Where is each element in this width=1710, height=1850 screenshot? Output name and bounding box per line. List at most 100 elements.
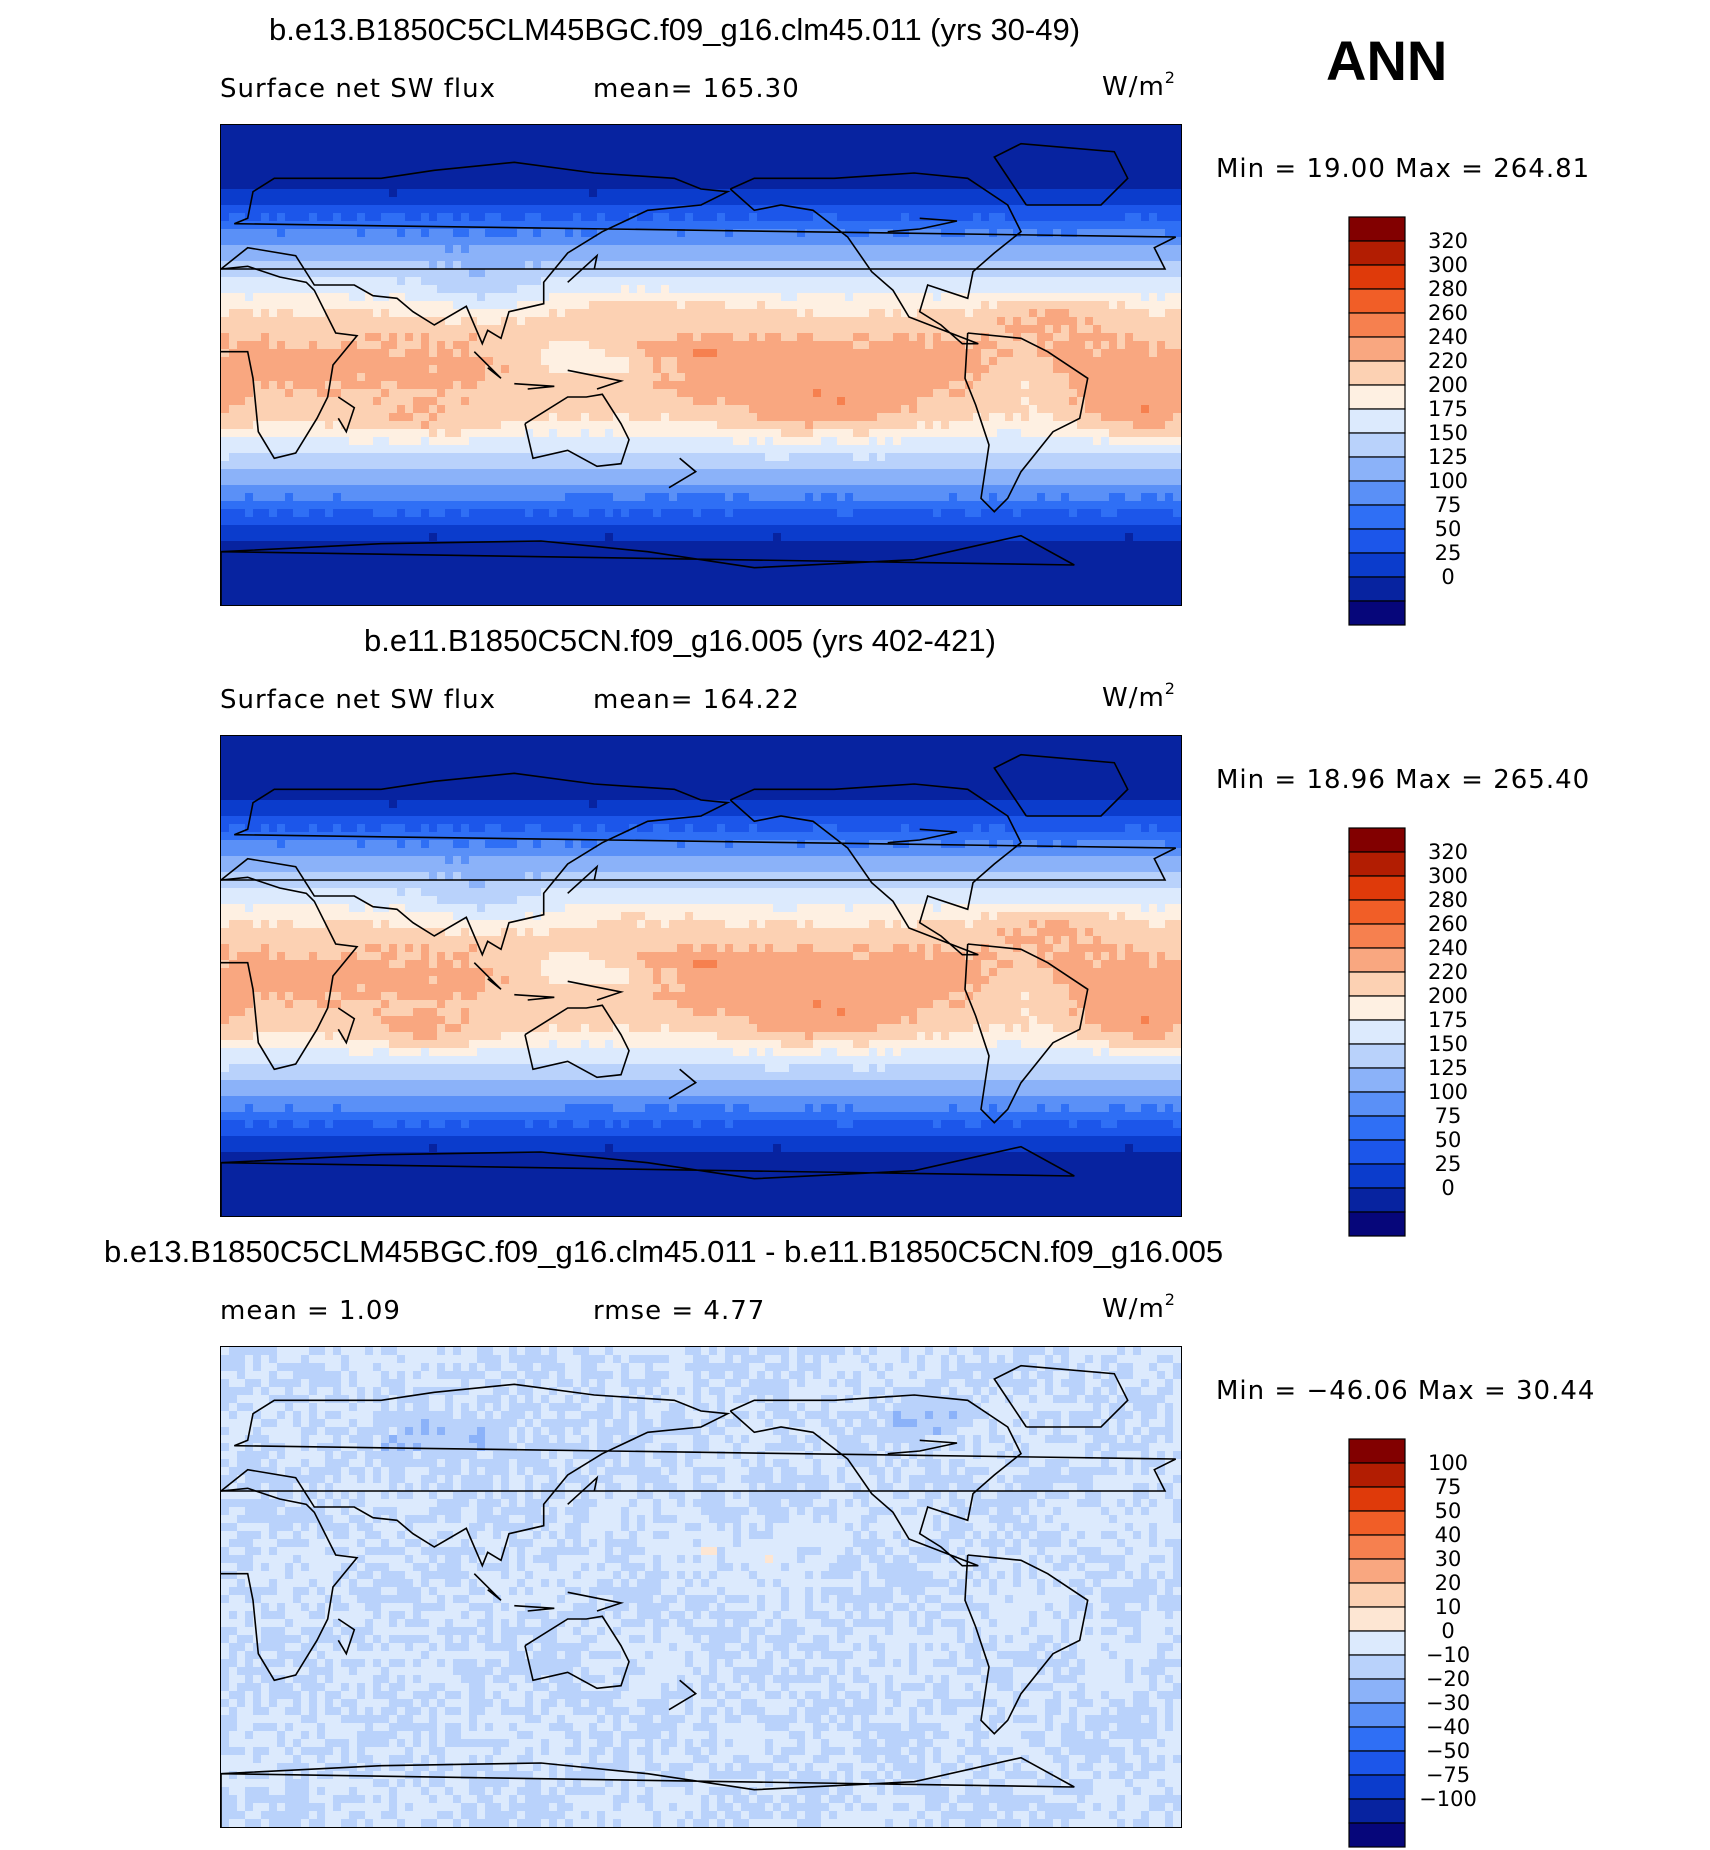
map-cell [605,213,614,222]
map-cell [405,277,414,286]
map-cell [645,445,654,454]
map-cell [821,381,830,390]
map-cell [773,293,782,302]
map-cell [301,317,310,326]
map-cell [565,229,574,238]
map-cell [829,301,838,310]
map-cell [957,261,966,270]
map-cell [485,453,494,462]
map-cell [725,205,734,214]
map-cell [637,413,646,422]
map-cell [597,445,606,454]
map-cell [861,317,870,326]
map-cell [1125,341,1134,350]
map-cell [1109,357,1118,366]
map-cell [389,157,398,166]
map-cell [661,405,670,414]
map-cell [909,285,918,294]
map-cell [541,309,550,318]
map-cell [925,181,934,190]
map-cell [861,285,870,294]
map-cell [301,453,310,462]
map-cell [941,333,950,342]
map-cell [293,301,302,310]
map-cell [901,413,910,422]
map-cell [285,437,294,446]
map-cell [661,277,670,286]
map-cell [509,341,518,350]
map-cell [709,325,718,334]
map-cell [853,397,862,406]
map-cell [341,437,350,446]
map-cell [573,325,582,334]
map-cell [829,421,838,430]
map-cell [741,133,750,142]
map-cell [573,405,582,414]
map-cell [1109,229,1118,238]
map-cell [645,285,654,294]
map-cell [461,237,470,246]
map-cell [805,373,814,382]
map-cell [1125,277,1134,286]
map-cell [765,325,774,334]
map-cell [1125,157,1134,166]
map-cell [1133,397,1142,406]
map-cell [845,261,854,270]
map-cell [237,229,246,238]
map-cell [709,189,718,198]
map-cell [1173,357,1181,366]
map-cell [1069,205,1078,214]
map-cell [309,453,318,462]
map-cell [405,237,414,246]
map-cell [589,213,598,222]
map-cell [365,173,374,182]
map-cell [1165,277,1174,286]
map-cell [749,405,758,414]
map-cell [437,341,446,350]
map-cell [765,301,774,310]
map-cell [229,205,238,214]
map-cell [741,421,750,430]
map-cell [477,285,486,294]
map-cell [325,341,334,350]
map-cell [709,389,718,398]
map-cell [1109,133,1118,142]
map-cell [957,397,966,406]
map-cell [821,189,830,198]
map-cell [773,205,782,214]
map-cell [821,309,830,318]
map-cell [397,149,406,158]
map-cell [1005,429,1014,438]
map-cell [813,229,822,238]
map-cell [357,245,366,254]
map-cell [869,205,878,214]
map-cell [821,229,830,238]
map-cell [461,333,470,342]
map-cell [437,349,446,358]
map-cell [349,189,358,198]
map-cell [269,349,278,358]
map-cell [373,341,382,350]
map-cell [277,405,286,414]
map-cell [1029,389,1038,398]
map-cell [933,197,942,206]
map-cell [813,149,822,158]
map-cell [645,133,654,142]
map-cell [1133,213,1142,222]
map-cell [925,189,934,198]
map-cell [629,445,638,454]
map-cell [917,213,926,222]
map-cell [581,221,590,230]
map-cell [565,397,574,406]
map-cell [645,389,654,398]
map-cell [317,189,326,198]
map-cell [1109,413,1118,422]
map-cell [589,445,598,454]
map-cell [725,157,734,166]
map-cell [621,437,630,446]
map-cell [693,357,702,366]
map-cell [613,245,622,254]
map-cell [525,181,534,190]
map-cell [1157,189,1166,198]
map-cell [749,277,758,286]
